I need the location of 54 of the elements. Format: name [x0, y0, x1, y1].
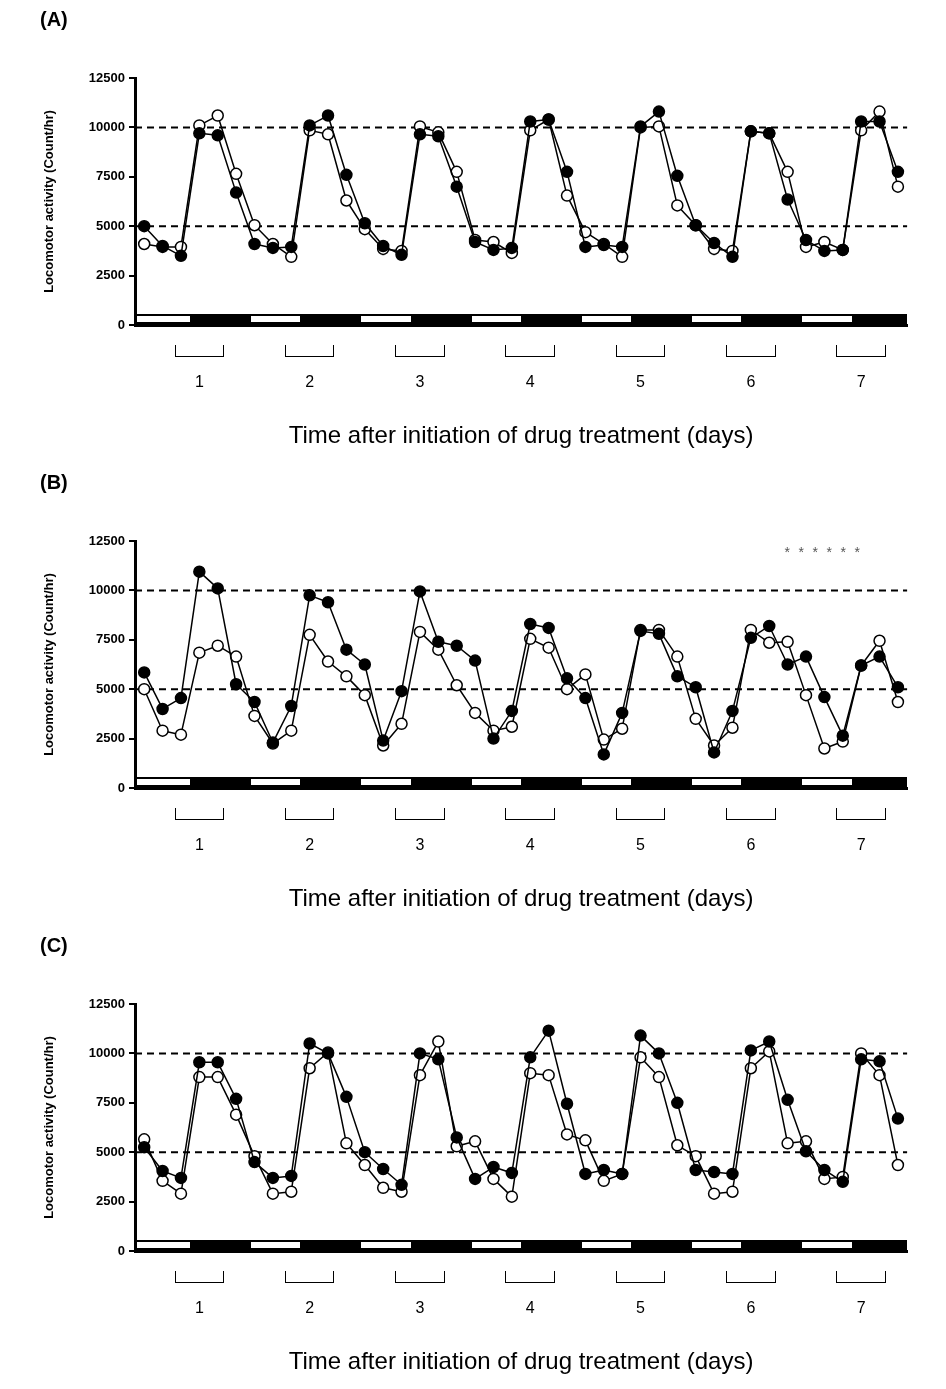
x-tick-label: 5 — [636, 836, 646, 854]
y-tick-label: 2500 — [96, 267, 125, 283]
y-tick-label: 7500 — [96, 1094, 125, 1110]
x-tick-label: 3 — [415, 1299, 425, 1317]
y-tick-label: 10000 — [88, 1044, 125, 1060]
x-axis-title: Time after initiation of drug treatment (days) — [288, 884, 754, 912]
annotation: * — [798, 543, 805, 560]
x-tick-label: 6 — [746, 836, 756, 854]
y-tick-label: 12500 — [88, 69, 125, 85]
annotation: * — [826, 543, 833, 560]
y-axis-title: Locomotor activity (Count/hr) — [41, 573, 57, 756]
x-tick-label: 3 — [415, 836, 425, 854]
y-tick-label: 2500 — [96, 730, 125, 746]
x-tick-label: 7 — [856, 1299, 866, 1317]
x-tick-label: 6 — [746, 373, 756, 391]
y-tick-label: 2500 — [96, 1193, 125, 1209]
annotation: * — [784, 543, 791, 560]
x-tick-label: 4 — [525, 373, 535, 391]
x-tick-label: 5 — [636, 373, 646, 391]
x-tick-label: 2 — [305, 1299, 315, 1317]
x-axis-title: Time after initiation of drug treatment (days) — [288, 1347, 754, 1375]
y-tick-label: 0 — [117, 316, 125, 332]
annotation: * — [812, 543, 819, 560]
x-tick-label: 1 — [194, 373, 204, 391]
x-tick-label: 3 — [415, 373, 425, 391]
x-tick-label: 2 — [305, 373, 315, 391]
y-tick-label: 12500 — [88, 532, 125, 548]
x-tick-label: 4 — [525, 836, 535, 854]
y-tick-label: 10000 — [88, 118, 125, 134]
x-tick-label: 7 — [856, 373, 866, 391]
y-axis-title: Locomotor activity (Count/hr) — [41, 110, 57, 293]
x-tick-label: 5 — [636, 1299, 646, 1317]
y-tick-label: 5000 — [96, 217, 125, 233]
chart-title: (B) — [40, 470, 68, 493]
chart-title: (C) — [40, 933, 68, 956]
annotation: * — [840, 543, 847, 560]
y-tick-label: 5000 — [96, 680, 125, 696]
y-tick-label: 0 — [117, 1242, 125, 1258]
x-tick-label: 7 — [856, 836, 866, 854]
y-tick-label: 7500 — [96, 168, 125, 184]
y-tick-label: 0 — [117, 779, 125, 795]
x-axis-title: Time after initiation of drug treatment (days) — [288, 421, 754, 449]
chart-title: (A) — [40, 7, 68, 30]
y-tick-label: 5000 — [96, 1143, 125, 1159]
x-tick-label: 1 — [194, 1299, 204, 1317]
y-tick-label: 12500 — [88, 995, 125, 1011]
x-tick-label: 6 — [746, 1299, 756, 1317]
x-tick-label: 2 — [305, 836, 315, 854]
y-tick-label: 7500 — [96, 631, 125, 647]
y-tick-label: 10000 — [88, 581, 125, 597]
annotation: * — [854, 543, 861, 560]
y-axis-title: Locomotor activity (Count/hr) — [41, 1036, 57, 1219]
x-tick-label: 1 — [194, 836, 204, 854]
x-tick-label: 4 — [525, 1299, 535, 1317]
